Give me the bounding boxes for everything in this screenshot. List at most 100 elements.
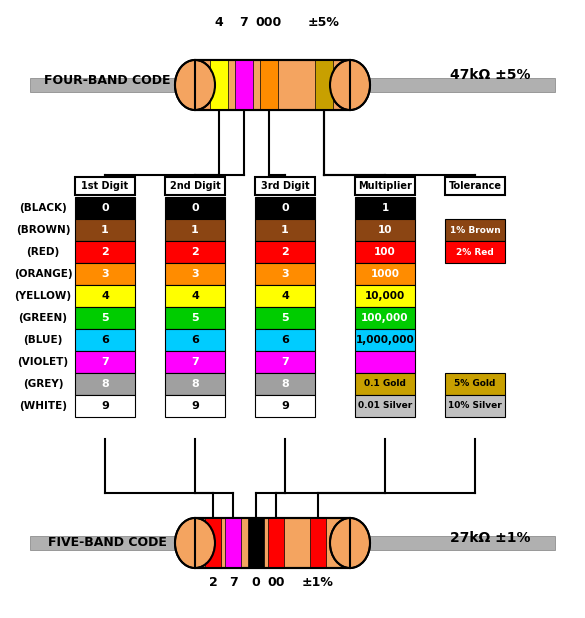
- Bar: [30, 78, 205, 92]
- Text: (GREEN): (GREEN): [19, 313, 67, 323]
- Bar: [370, 536, 555, 550]
- Text: 0.1 Gold: 0.1 Gold: [364, 379, 406, 389]
- Bar: [75, 177, 135, 195]
- Text: 100: 100: [374, 247, 396, 257]
- Bar: [210, 60, 228, 110]
- Bar: [355, 373, 415, 395]
- Text: 000: 000: [256, 15, 282, 28]
- Text: Multiplier: Multiplier: [358, 181, 412, 191]
- Text: 0.01 Silver: 0.01 Silver: [358, 402, 412, 410]
- Text: 3: 3: [281, 269, 289, 279]
- Bar: [255, 395, 315, 417]
- Text: (BLUE): (BLUE): [23, 335, 63, 345]
- Bar: [235, 60, 253, 110]
- Bar: [370, 78, 555, 92]
- Text: 4: 4: [281, 291, 289, 301]
- Bar: [195, 60, 350, 110]
- Bar: [195, 518, 350, 568]
- Bar: [255, 285, 315, 307]
- Text: 0: 0: [191, 203, 199, 213]
- Text: 10% Silver: 10% Silver: [448, 402, 502, 410]
- Text: 1: 1: [101, 225, 109, 235]
- Text: 3rd Digit: 3rd Digit: [261, 181, 309, 191]
- Text: 4: 4: [215, 15, 223, 28]
- Bar: [445, 177, 505, 195]
- Text: 3: 3: [101, 269, 109, 279]
- Text: 2: 2: [191, 247, 199, 257]
- Bar: [75, 197, 135, 219]
- Ellipse shape: [330, 518, 370, 568]
- Text: 1000: 1000: [370, 269, 400, 279]
- Ellipse shape: [176, 61, 214, 109]
- Text: 9: 9: [101, 401, 109, 411]
- Bar: [205, 518, 221, 568]
- Bar: [445, 395, 505, 417]
- Bar: [355, 219, 415, 241]
- Text: 27kΩ ±1%: 27kΩ ±1%: [450, 531, 530, 545]
- Bar: [75, 329, 135, 351]
- Text: 3: 3: [191, 269, 199, 279]
- Text: 4: 4: [191, 291, 199, 301]
- Bar: [30, 536, 205, 550]
- Text: ±5%: ±5%: [308, 15, 340, 28]
- Text: 100,000: 100,000: [362, 313, 409, 323]
- Bar: [165, 395, 225, 417]
- Bar: [255, 263, 315, 285]
- Text: 1: 1: [191, 225, 199, 235]
- Bar: [445, 219, 505, 241]
- Text: 8: 8: [191, 379, 199, 389]
- Text: 7: 7: [229, 577, 238, 590]
- Bar: [225, 518, 241, 568]
- Text: 5: 5: [281, 313, 289, 323]
- Bar: [355, 329, 415, 351]
- Text: (BLACK): (BLACK): [19, 203, 67, 213]
- Bar: [255, 219, 315, 241]
- Text: 0: 0: [281, 203, 289, 213]
- Bar: [268, 518, 284, 568]
- Text: ±1%: ±1%: [302, 577, 334, 590]
- Text: 1st Digit: 1st Digit: [81, 181, 129, 191]
- Bar: [315, 60, 333, 110]
- Bar: [165, 373, 225, 395]
- Text: 4: 4: [101, 291, 109, 301]
- Bar: [355, 197, 415, 219]
- Text: 1,000,000: 1,000,000: [356, 335, 414, 345]
- Text: 10: 10: [378, 225, 393, 235]
- Bar: [260, 60, 278, 110]
- Text: (WHITE): (WHITE): [19, 401, 67, 411]
- Text: 00: 00: [267, 577, 285, 590]
- Bar: [255, 307, 315, 329]
- Bar: [355, 177, 415, 195]
- Text: (BROWN): (BROWN): [16, 225, 70, 235]
- Text: 2% Red: 2% Red: [456, 247, 494, 256]
- Bar: [75, 351, 135, 373]
- Bar: [445, 241, 505, 263]
- Text: 5: 5: [101, 313, 109, 323]
- Ellipse shape: [331, 519, 369, 567]
- Bar: [255, 329, 315, 351]
- Text: 1: 1: [281, 225, 289, 235]
- Text: 9: 9: [281, 401, 289, 411]
- Bar: [165, 285, 225, 307]
- Text: 5% Gold: 5% Gold: [455, 379, 495, 389]
- Bar: [75, 241, 135, 263]
- Text: 7: 7: [101, 357, 109, 367]
- Text: 0: 0: [101, 203, 109, 213]
- Text: 6: 6: [101, 335, 109, 345]
- Bar: [310, 518, 326, 568]
- Text: 7: 7: [281, 357, 289, 367]
- Ellipse shape: [331, 61, 369, 109]
- Text: 7: 7: [240, 15, 249, 28]
- Bar: [195, 60, 350, 110]
- Text: 9: 9: [191, 401, 199, 411]
- Bar: [165, 197, 225, 219]
- Bar: [165, 351, 225, 373]
- Bar: [255, 351, 315, 373]
- Text: 8: 8: [281, 379, 289, 389]
- Bar: [195, 518, 350, 568]
- Bar: [75, 373, 135, 395]
- Text: 10,000: 10,000: [365, 291, 405, 301]
- Text: 6: 6: [191, 335, 199, 345]
- Bar: [165, 241, 225, 263]
- Bar: [355, 351, 415, 373]
